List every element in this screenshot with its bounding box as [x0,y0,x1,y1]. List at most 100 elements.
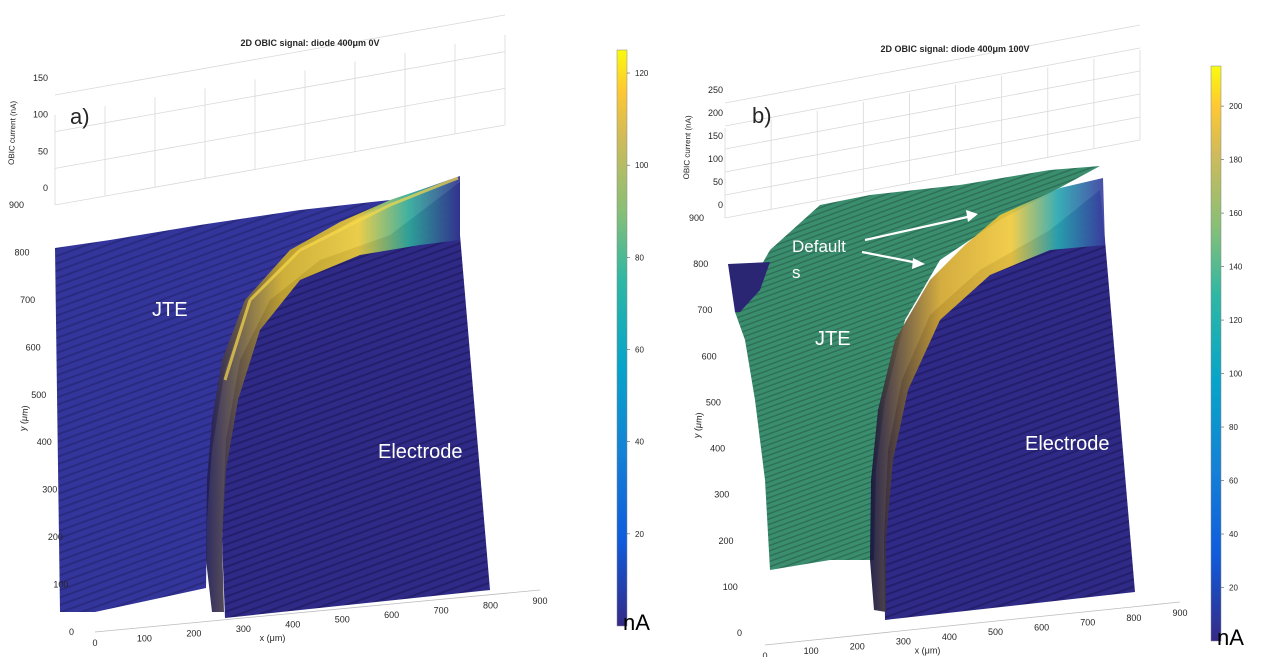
panel-a-colorbar-tick: 120 [635,69,649,78]
panel-a-zgrid [54,14,506,96]
panel-a-x-tick: 700 [434,605,449,615]
panel-b-annotation-arrow-2 [861,250,919,265]
panel-a-x-tick: 500 [335,615,350,625]
panel-b-z-tick: 0 [718,200,723,210]
grid-lines [54,14,1141,219]
panel-b-colorbar-tick: 20 [1229,584,1238,593]
panel-a-x-tick: 200 [186,629,201,639]
panel-a-y-tick: 200 [48,532,63,542]
panel-b-y-tick: 500 [706,397,721,407]
panel-a-x-tick: 900 [532,596,547,606]
panel-a-y-tick: 0 [69,627,74,637]
panel-a-colorbar-unit: nA [623,610,650,635]
panel-b-z-tick: 150 [708,131,723,141]
surface-b-jte-region [735,166,1100,570]
panel-b-label: b) [752,103,772,128]
panel-b-z-tick: 50 [713,177,723,187]
panel-a-z-tick: 0 [43,183,48,193]
panel-b-x-axis [764,601,1181,646]
panel-b-title: 2D OBIC signal: diode 400μm 100V [880,44,1029,54]
panel-b-colorbar-tick: 140 [1229,263,1243,272]
surface-b-left-flap [728,262,770,312]
panel-a-x-tick: 400 [285,619,300,629]
panel-b-annotation-arrowhead-1 [966,210,978,222]
panel-b-colorbar-tick: 200 [1229,102,1243,111]
panel-a-label: a) [70,104,90,129]
panel-a-y-tick: 900 [9,200,24,210]
panel-b-z-tick: 200 [708,108,723,118]
panel-b-z-tick: 250 [708,85,723,95]
panel-a-zgrid [54,51,506,133]
panel-b-colorbar-tick: 180 [1229,156,1243,165]
panel-b-colorbar-tick: 160 [1229,209,1243,218]
surface-a-ridge [206,176,460,612]
panel-a-z-tick: 100 [33,110,48,120]
panel-b-zgrid [724,116,1141,196]
panel-a-x-label: x (μm) [260,633,286,643]
panel-a-y-tick: 300 [42,485,57,495]
panel-a-colorbar-tick: 100 [635,161,649,170]
panel-b-x-tick: 800 [1126,613,1141,623]
panel-a-y-label: y (μm) [18,405,31,432]
panel-b-colorbar-tick: 60 [1229,477,1238,486]
panel-a-x-tick: 100 [137,633,152,643]
panel-b-x-tick: 900 [1172,608,1187,618]
panel-b-x-tick: 0 [762,651,767,657]
panel-b-colorbar-tick: 40 [1229,530,1238,539]
panel-a-x-tick: 600 [384,610,399,620]
panel-b-y-tick: 0 [737,628,742,638]
panel-b-zgrid [724,47,1141,127]
panel-b-z-tick: 100 [708,154,723,164]
panel-a-y-tick: 400 [37,437,52,447]
panel-a-colorbar-tick: 20 [635,530,644,539]
panel-b-y-tick: 900 [689,213,704,223]
panel-b-annotation-text-2: s [792,263,801,282]
panel-b-y-tick: 300 [714,490,729,500]
panel-b-x-tick: 300 [896,637,911,647]
panel-b-annotation-text: Default [792,237,846,256]
surface-a-jte-region [55,200,390,612]
panel-b-zgrid [724,24,1141,104]
panel-b-y-tick: 800 [693,259,708,269]
panel-b-y-tick: 700 [697,305,712,315]
panel-a-y-tick: 800 [15,247,30,257]
panel-a-zgrid [54,124,506,206]
surface-b-ridge [870,178,1105,612]
panel-a-y-tick: 100 [53,580,68,590]
panel-a-y-tick: 500 [31,390,46,400]
panel-a-y-tick: 700 [20,295,35,305]
panel-b-x-tick: 200 [850,641,865,651]
panel-b-zgrid [724,70,1141,150]
panel-a-x-tick: 300 [236,624,251,634]
panel-a-colorbar [616,49,628,627]
panel-a-x-axis [94,589,541,633]
panel-b-annotation-arrow-1 [864,214,973,242]
panel-a-x-tick: 800 [483,601,498,611]
panel-b-annotation-arrowhead-2 [912,258,925,269]
panel-a-x-tick: 0 [92,638,97,648]
panel-b-y-tick: 100 [723,582,738,592]
panel-b-region-label-electrode: Electrode [1025,433,1110,455]
panel-a-zgrid [54,87,506,169]
panel-b-x-tick: 700 [1080,618,1095,628]
panel-b-x-tick: 400 [942,632,957,642]
panel-b-colorbar-tick: 100 [1229,370,1243,379]
panel-b-region-label-jte: JTE [815,328,851,350]
panel-b-y-tick: 600 [702,351,717,361]
panel-a-title: 2D OBIC signal: diode 400μm 0V [240,38,379,48]
surface-b [728,166,1135,620]
panel-b-y-tick: 400 [710,444,725,454]
panel-b-x-tick: 500 [988,627,1003,637]
panel-a-region-label-electrode: Electrode [378,441,463,463]
surface-a-ridge-crest [223,176,459,381]
panel-a-colorbar-tick: 40 [635,438,644,447]
panel-b-colorbar [1210,65,1222,642]
surface-a [55,176,490,618]
panel-a-region-label-jte: JTE [152,299,188,321]
panel-a-y-tick: 600 [26,342,41,352]
panel-b-x-tick: 600 [1034,622,1049,632]
panel-a-colorbar-tick: 60 [635,346,644,355]
panel-a-z-tick: 50 [38,146,48,156]
panel-b-y-tick: 200 [719,536,734,546]
